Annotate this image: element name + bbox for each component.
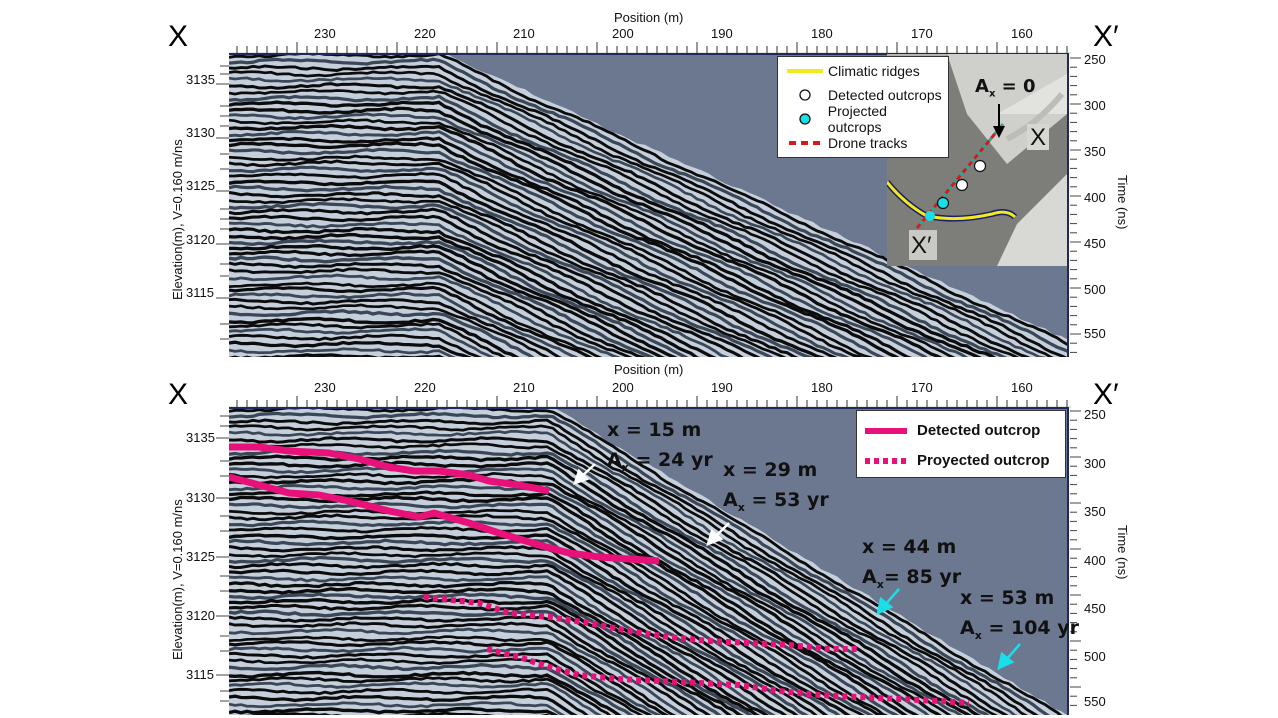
arrow-icon	[573, 463, 730, 547]
x-tick: 230	[314, 26, 336, 41]
y-tick-left: 3125	[186, 549, 215, 564]
x-tick: 160	[1011, 26, 1033, 41]
inset-x-prime-label: X′	[911, 232, 932, 259]
y-axis-left-title: Elevation(m), V=0.160 m/ns	[170, 499, 185, 660]
y-tick-right: 350	[1084, 144, 1106, 159]
y-axis-left-title: Elevation(m), V=0.160 m/ns	[170, 139, 185, 300]
detected-outcrop-line-upper	[229, 443, 550, 495]
y-tick-right: 400	[1084, 190, 1106, 205]
top-radargram-panel: X X′ Position (m) 230 220 210 200 190 18…	[168, 10, 1130, 357]
y-tick-right: 450	[1084, 601, 1106, 616]
magenta-dotted-line-icon	[863, 452, 917, 469]
y-tick-left: 3125	[186, 178, 215, 193]
y-axis-right-ruler	[1070, 57, 1081, 353]
y-tick-right: 500	[1084, 282, 1106, 297]
legend-item-projected-outcrops: Projected outcrops	[782, 103, 944, 135]
projected-outcrop-line-lower	[486, 646, 970, 706]
inset-age-zero-annotation: Ax = 0	[975, 76, 1036, 100]
legend-item-detected-outcrop: Detected outcrop	[863, 415, 1059, 445]
x-tick: 210	[513, 380, 535, 395]
outcrop-annotation: x = 15 m Ax = 24 yr	[607, 419, 713, 474]
x-tick: 200	[612, 26, 634, 41]
legend-item-proyected-outcrop: Proyected outcrop	[863, 445, 1059, 475]
x-tick: 170	[911, 380, 933, 395]
y-tick-right: 500	[1084, 649, 1106, 664]
legend-item-climatic-ridges: Climatic ridges	[782, 59, 944, 83]
yellow-line-icon	[782, 67, 828, 75]
outcrop-overlays	[229, 443, 1021, 706]
y-tick-left: 3130	[186, 490, 215, 505]
y-axis-right-ruler	[1070, 410, 1081, 706]
y-tick-left: 3115	[186, 285, 214, 300]
magenta-solid-line-icon	[863, 422, 917, 439]
y-tick-right: 350	[1084, 504, 1106, 519]
y-tick-right: 550	[1084, 326, 1106, 341]
y-tick-right: 300	[1084, 98, 1106, 113]
detected-outcrop-line-lower	[229, 473, 660, 565]
y-axis-right-title: Time (ns)	[1115, 175, 1130, 230]
legend-item-detected-outcrops: Detected outcrops	[782, 83, 944, 107]
y-tick-right: 300	[1084, 456, 1106, 471]
x-axis-title: Position (m)	[614, 362, 684, 377]
y-tick-left: 3135	[186, 430, 215, 445]
x-tick: 220	[414, 26, 436, 41]
x-tick: 160	[1011, 380, 1033, 395]
y-tick-left: 3135	[186, 72, 215, 87]
x-tick: 180	[811, 26, 833, 41]
outcrop-annotation: x = 29 m Ax = 53 yr	[723, 459, 829, 514]
section-start-label: X	[168, 378, 189, 411]
y-tick-left: 3115	[186, 667, 214, 682]
cyan-circle-icon	[782, 112, 828, 126]
white-circle-icon	[782, 88, 828, 102]
inset-x-label: X	[1030, 124, 1047, 151]
y-tick-right: 400	[1084, 553, 1106, 568]
section-end-label: X′	[1093, 20, 1119, 53]
y-tick-left: 3120	[186, 232, 215, 247]
x-tick: 200	[612, 380, 634, 395]
radargram-top	[229, 53, 1069, 357]
arrow-icon	[876, 588, 1021, 671]
legend-bottom: Detected outcrop Proyected outcrop	[856, 410, 1066, 478]
x-tick: 170	[911, 26, 933, 41]
y-axis-right-title: Time (ns)	[1115, 525, 1130, 580]
x-tick: 190	[711, 26, 733, 41]
x-tick: 210	[513, 26, 535, 41]
y-tick-left: 3130	[186, 125, 215, 140]
outcrop-annotation: x = 53 m Ax = 104 yr	[960, 587, 1080, 642]
y-tick-right: 450	[1084, 236, 1106, 251]
legend-top: Climatic ridges Detected outcrops Projec…	[777, 56, 949, 158]
legend-item-drone-tracks: Drone tracks	[782, 131, 944, 155]
y-tick-right: 250	[1084, 52, 1106, 67]
section-end-label: X′	[1093, 378, 1119, 411]
y-tick-right: 250	[1084, 407, 1106, 422]
x-tick: 190	[711, 380, 733, 395]
outcrop-annotation: x = 44 m Ax= 85 yr	[862, 536, 962, 591]
x-axis-title: Position (m)	[614, 10, 684, 25]
bottom-radargram-panel: X X′ Position (m) 230 220 210 200 190 18…	[0, 360, 1278, 718]
x-tick: 220	[414, 380, 436, 395]
y-tick-left: 3120	[186, 608, 215, 623]
red-dashed-line-icon	[782, 139, 828, 147]
projected-outcrop-line-upper	[423, 594, 859, 652]
y-axis-left-ruler	[216, 415, 229, 702]
x-tick: 230	[314, 380, 336, 395]
x-tick: 180	[811, 380, 833, 395]
section-start-label: X	[168, 20, 189, 53]
y-tick-right: 550	[1084, 694, 1106, 709]
y-axis-left-ruler	[216, 65, 229, 340]
